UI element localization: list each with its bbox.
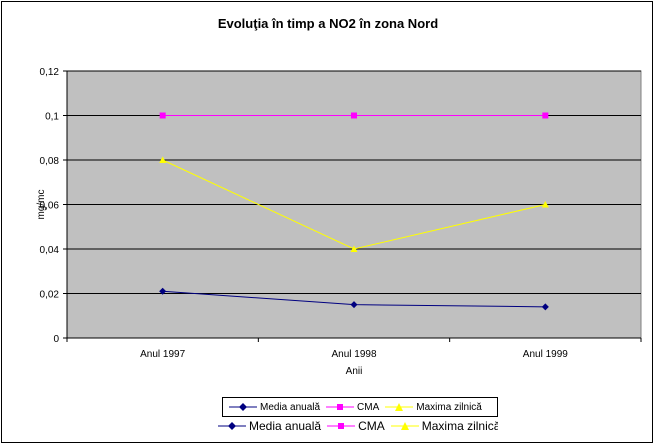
y-tick-label: 0,02 bbox=[40, 290, 60, 301]
legend-duplicate-label-maxima: Maxima zilnică bbox=[421, 418, 498, 433]
legend-duplicate-item-media: Media anuală bbox=[218, 419, 321, 433]
series-1-point bbox=[351, 112, 357, 119]
legend-label-media: Media anuală bbox=[260, 401, 321, 413]
x-tick-label: Anul 1998 bbox=[331, 349, 376, 360]
y-axis-title: mg/mc bbox=[36, 190, 47, 220]
series-1-point bbox=[542, 112, 549, 119]
legend-duplicate-item-maxima: Maxima zilnică bbox=[390, 418, 498, 433]
series-1-point bbox=[159, 112, 166, 119]
y-tick-label: 0,04 bbox=[40, 245, 60, 256]
legend-label-cma: CMA bbox=[357, 401, 380, 413]
x-tick-label: Anul 1997 bbox=[140, 349, 185, 360]
legend-duplicate-label-cma: CMA bbox=[358, 418, 385, 433]
series-2-point bbox=[541, 201, 549, 208]
y-tick-label: 0,08 bbox=[40, 156, 60, 167]
legend-duplicate: Media anuală CMA Maxima zilnică bbox=[212, 417, 498, 434]
series-2-point bbox=[350, 245, 358, 252]
chart-title: Evoluţia în timp a NO2 în zona Nord bbox=[217, 16, 439, 31]
y-tick-label: 0,06 bbox=[40, 201, 60, 212]
legend-item-cma: CMA bbox=[326, 402, 379, 413]
x-tick-label: Anul 1999 bbox=[523, 349, 568, 360]
series-0-point bbox=[159, 287, 167, 295]
y-tick-label: 0 bbox=[53, 334, 59, 345]
y-tick-label: 0,12 bbox=[40, 67, 60, 78]
legend-duplicate-item-cma: CMA bbox=[327, 419, 385, 433]
series-2-point bbox=[159, 156, 167, 163]
legend-label-maxima: Maxima zilnică bbox=[416, 401, 482, 413]
legend-item-maxima: Maxima zilnică bbox=[385, 402, 482, 413]
x-axis-title: Anii bbox=[346, 366, 363, 377]
series-0-point bbox=[350, 301, 358, 309]
legend-duplicate-label-media: Media anuală bbox=[249, 418, 322, 433]
legend: Media anuală CMA Maxima zilnică bbox=[222, 397, 498, 417]
series-0-point bbox=[541, 303, 549, 311]
legend-item-media: Media anuală bbox=[229, 402, 320, 413]
y-tick-label: 0,1 bbox=[45, 112, 59, 123]
